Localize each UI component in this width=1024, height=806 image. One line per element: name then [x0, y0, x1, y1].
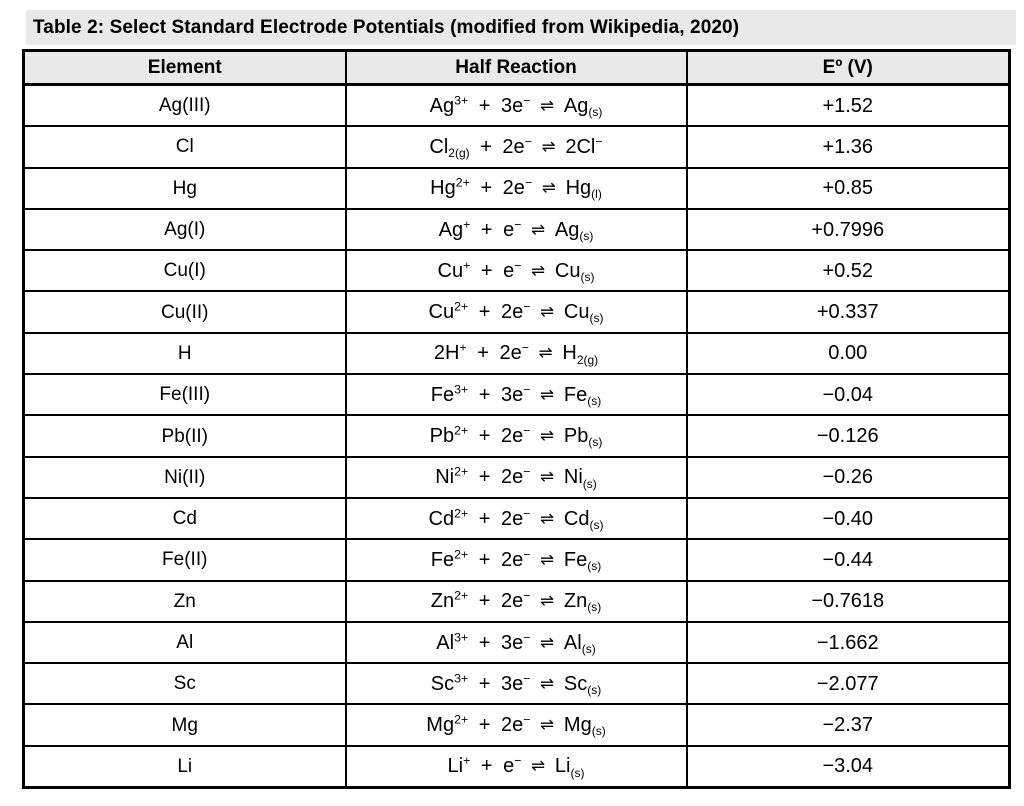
half-reaction-cell: Ag+ + e− ⇌ Ag(s) [344, 207, 688, 252]
table-row: Ag(III) Ag3+ + 3e− ⇌ Ag(s) +1.52 [22, 83, 1011, 128]
element-cell: H [22, 331, 347, 376]
potential-cell: −2.077 [685, 662, 1011, 706]
table-row: Cu(II) Cu2+ + 2e− ⇌ Cu(s) +0.337 [22, 290, 1011, 334]
half-reaction-cell: Fe2+ + 2e− ⇌ Fe(s) [344, 538, 688, 582]
table-row: Ni(II) Ni2+ + 2e− ⇌ Ni(s) −0.26 [22, 455, 1011, 499]
element-cell: Mg [22, 703, 347, 747]
potential-cell: −0.26 [685, 455, 1011, 499]
table-row: H 2H+ + 2e− ⇌ H2(g) 0.00 [22, 331, 1011, 376]
potential-cell: 0.00 [685, 331, 1011, 376]
table-row: Cl Cl2(g) + 2e− ⇌ 2Cl− +1.36 [22, 125, 1011, 169]
table-row: Cu(I) Cu+ + e− ⇌ Cu(s) +0.52 [22, 249, 1011, 293]
element-cell: Pb(II) [22, 414, 347, 458]
potential-cell: −0.40 [685, 496, 1011, 541]
potential-cell: −0.44 [685, 538, 1011, 582]
potential-cell: +0.7996 [685, 207, 1011, 252]
header-row: Element Half Reaction Eº (V) [22, 49, 1011, 86]
half-reaction-cell: Fe3+ + 3e− ⇌ Fe(s) [344, 373, 688, 417]
potential-cell: −3.04 [685, 744, 1011, 789]
potential-cell: +0.337 [685, 290, 1011, 334]
table-title: Table 2: Select Standard Electrode Poten… [33, 16, 740, 38]
table-row: Fe(III) Fe3+ + 3e− ⇌ Fe(s) −0.04 [22, 373, 1011, 417]
header-half-reaction: Half Reaction [344, 49, 688, 86]
header-potential: Eº (V) [685, 49, 1011, 86]
potential-cell: +0.85 [685, 166, 1011, 210]
table-row: Ag(I) Ag+ + e− ⇌ Ag(s) +0.7996 [22, 207, 1011, 252]
table-row: Hg Hg2+ + 2e− ⇌ Hg(l) +0.85 [22, 166, 1011, 210]
potential-cell: −0.7618 [685, 579, 1011, 623]
table-row: Fe(II) Fe2+ + 2e− ⇌ Fe(s) −0.44 [22, 538, 1011, 582]
table-row: Sc Sc3+ + 3e− ⇌ Sc(s) −2.077 [22, 662, 1011, 706]
table-row: Mg Mg2+ + 2e− ⇌ Mg(s) −2.37 [22, 703, 1011, 747]
potential-cell: −1.662 [685, 620, 1011, 665]
half-reaction-cell: Ag3+ + 3e− ⇌ Ag(s) [344, 83, 688, 128]
element-cell: Cu(I) [22, 249, 347, 293]
half-reaction-cell: Al3+ + 3e− ⇌ Al(s) [344, 620, 688, 665]
element-cell: Zn [22, 579, 347, 623]
element-cell: Ni(II) [22, 455, 347, 499]
potential-cell: −0.04 [685, 373, 1011, 417]
element-cell: Cu(II) [22, 290, 347, 334]
element-cell: Ag(I) [22, 207, 347, 252]
potential-cell: +0.52 [685, 249, 1011, 293]
table-row: Li Li+ + e− ⇌ Li(s) −3.04 [22, 744, 1011, 789]
half-reaction-cell: Hg2+ + 2e− ⇌ Hg(l) [344, 166, 688, 210]
element-cell: Li [22, 744, 347, 789]
half-reaction-cell: Li+ + e− ⇌ Li(s) [344, 744, 688, 789]
half-reaction-cell: Cd2+ + 2e− ⇌ Cd(s) [344, 496, 688, 541]
element-cell: Fe(III) [22, 373, 347, 417]
table-title-band: Table 2: Select Standard Electrode Poten… [26, 10, 1016, 45]
element-cell: Cl [22, 125, 347, 169]
half-reaction-cell: Pb2+ + 2e− ⇌ Pb(s) [344, 414, 688, 458]
half-reaction-cell: Sc3+ + 3e− ⇌ Sc(s) [344, 662, 688, 706]
half-reaction-cell: Cu2+ + 2e− ⇌ Cu(s) [344, 290, 688, 334]
potential-cell: −2.37 [685, 703, 1011, 747]
half-reaction-cell: Ni2+ + 2e− ⇌ Ni(s) [344, 455, 688, 499]
half-reaction-cell: 2H+ + 2e− ⇌ H2(g) [344, 331, 688, 376]
element-cell: Al [22, 620, 347, 665]
table-row: Cd Cd2+ + 2e− ⇌ Cd(s) −0.40 [22, 496, 1011, 541]
half-reaction-cell: Mg2+ + 2e− ⇌ Mg(s) [344, 703, 688, 747]
electrode-potentials-table: Element Half Reaction Eº (V) Ag(III) Ag3… [22, 49, 1011, 790]
potential-cell: +1.52 [685, 83, 1011, 128]
table-row: Al Al3+ + 3e− ⇌ Al(s) −1.662 [22, 620, 1011, 665]
half-reaction-cell: Cu+ + e− ⇌ Cu(s) [344, 249, 688, 293]
element-cell: Ag(III) [22, 83, 347, 128]
table-body: Ag(III) Ag3+ + 3e− ⇌ Ag(s) +1.52 Cl Cl2(… [22, 83, 1011, 789]
table-row: Zn Zn2+ + 2e− ⇌ Zn(s) −0.7618 [22, 579, 1011, 623]
table-row: Pb(II) Pb2+ + 2e− ⇌ Pb(s) −0.126 [22, 414, 1011, 458]
half-reaction-cell: Zn2+ + 2e− ⇌ Zn(s) [344, 579, 688, 623]
potential-cell: +1.36 [685, 125, 1011, 169]
element-cell: Sc [22, 662, 347, 706]
header-element: Element [22, 49, 347, 86]
potential-cell: −0.126 [685, 414, 1011, 458]
element-cell: Fe(II) [22, 538, 347, 582]
element-cell: Cd [22, 496, 347, 541]
element-cell: Hg [22, 166, 347, 210]
half-reaction-cell: Cl2(g) + 2e− ⇌ 2Cl− [344, 125, 688, 169]
